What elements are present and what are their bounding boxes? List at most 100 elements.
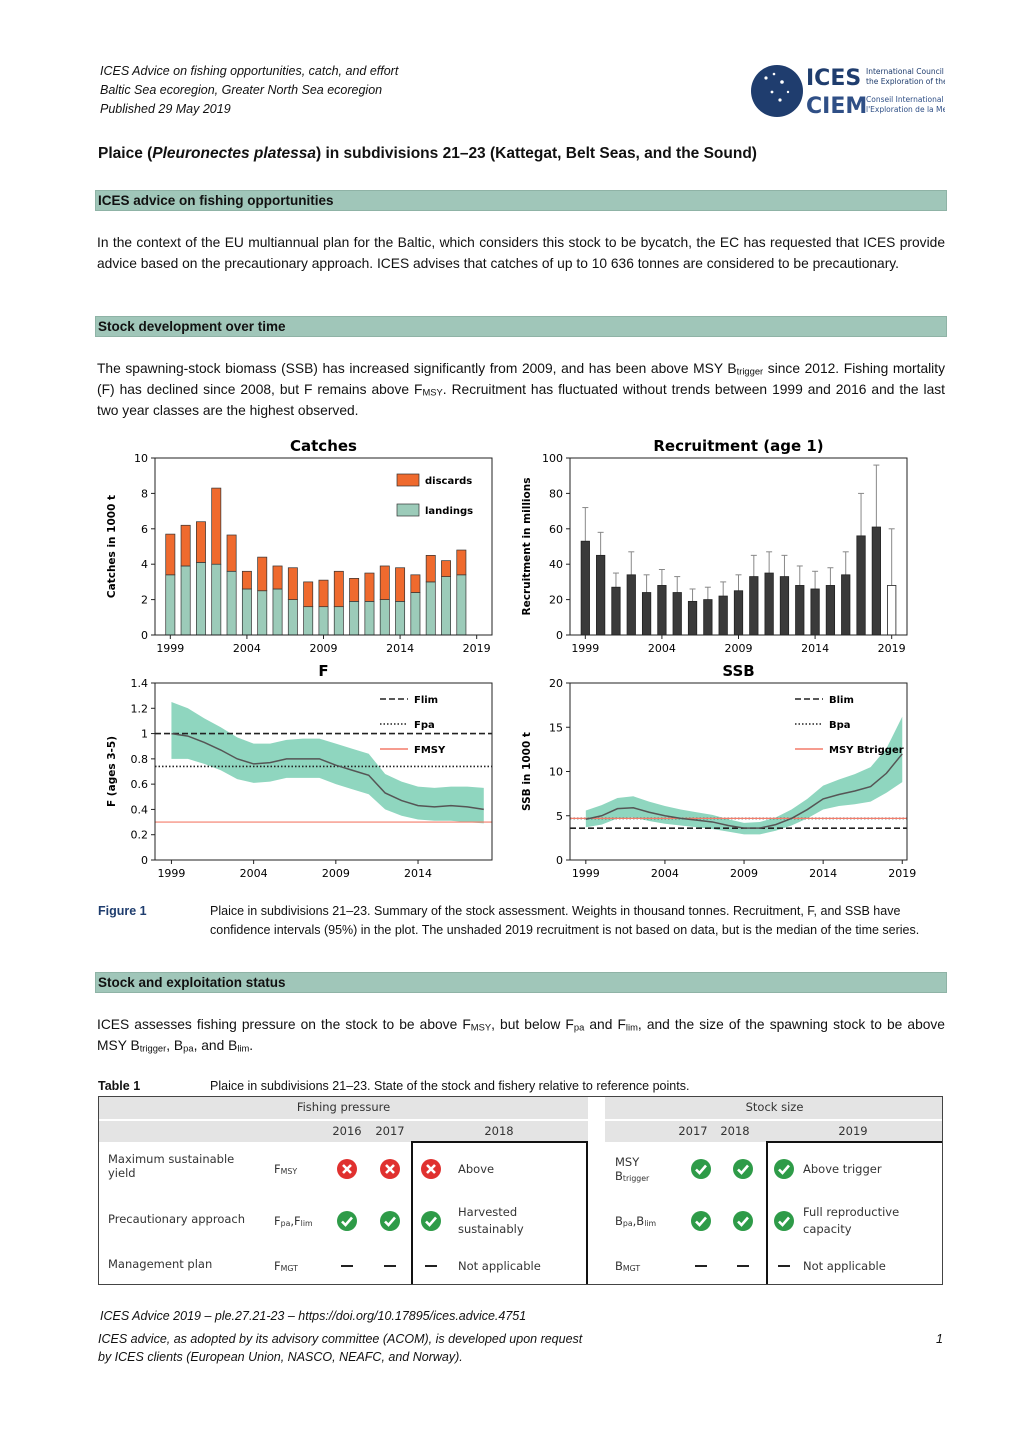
bar	[703, 599, 713, 636]
reference-text: Fpa,Flim	[274, 1214, 313, 1228]
x-tick-label: 2009	[730, 867, 758, 880]
bar-segment	[425, 554, 436, 583]
x-tick-label: 2009	[725, 642, 753, 655]
y-tick-label: 20	[549, 594, 563, 607]
bar-segment	[364, 572, 375, 602]
subscript: lim	[644, 1219, 657, 1229]
x-tick-label: 2009	[322, 867, 350, 880]
text-run: The spawning-stock biomass (SSB) has inc…	[97, 361, 737, 376]
bar-segment	[180, 565, 191, 636]
plot-frame	[154, 457, 493, 636]
bar	[810, 588, 820, 636]
y-tick-label: 1	[141, 728, 148, 741]
bar	[580, 540, 590, 636]
x-tick-label: 2004	[233, 642, 261, 655]
plot-frame	[569, 457, 908, 636]
bar-segment	[241, 588, 252, 636]
subscript: MSY	[422, 387, 443, 398]
status-icon	[341, 1265, 353, 1267]
bar-segment	[303, 581, 314, 608]
bar-segment	[226, 534, 237, 572]
text-run: ,F	[290, 1214, 301, 1228]
y-axis-label: Recruitment in millions	[521, 478, 533, 616]
bar-segment	[257, 556, 268, 592]
plot-frame	[154, 682, 493, 861]
y-tick-label: 100	[542, 452, 563, 465]
table-header-bg	[605, 1097, 942, 1119]
status-text: Full reproductive capacity	[803, 1205, 900, 1236]
status-icon	[337, 1211, 357, 1231]
bar-segment	[349, 601, 360, 636]
bar-segment	[379, 565, 390, 600]
reference-point: MSY Btrigger	[615, 1153, 660, 1185]
text-run: ,B	[632, 1214, 645, 1228]
plot-frame	[569, 682, 908, 861]
table-header-bg	[99, 1121, 588, 1142]
y-tick-label: 2	[141, 594, 148, 607]
bar-segment	[287, 599, 298, 636]
status-table: Fishing pressure 2016 2017 2018 Stock size 20…	[98, 1096, 943, 1285]
row-label: Precautionary approach	[108, 1212, 246, 1226]
figure-label: Figure 1	[98, 904, 147, 918]
bar-segment	[410, 574, 421, 593]
line	[171, 732, 484, 811]
section-heading: Stock and exploitation status	[95, 972, 947, 993]
y-tick-label: 0	[556, 629, 563, 642]
subscript: lim	[625, 1022, 638, 1033]
table-label: Table 1	[98, 1079, 141, 1093]
chart-title: Catches	[290, 437, 357, 455]
legend-label: Blim	[829, 695, 854, 706]
y-tick-label: 15	[549, 721, 563, 734]
table-box	[411, 1141, 588, 1284]
y-tick-label: 8	[141, 487, 148, 500]
x-tick-label: 2019	[878, 642, 906, 655]
bar	[825, 585, 836, 636]
status-icon	[778, 1265, 790, 1267]
bar-segment	[425, 581, 436, 636]
text-run: and F	[584, 1017, 626, 1032]
y-axis-label: Catches in 1000 t	[106, 495, 118, 598]
status-icon	[384, 1265, 396, 1267]
section-heading: Stock development over time	[95, 316, 947, 337]
year-header: 2019	[838, 1124, 868, 1138]
year-header: 2017	[375, 1124, 405, 1138]
bar-segment	[333, 606, 344, 636]
y-tick-label: 1.4	[131, 677, 149, 690]
y-tick-label: 5	[556, 810, 563, 823]
bar-segment	[196, 521, 206, 563]
text-run: F	[274, 1162, 281, 1176]
bar-segment	[241, 570, 252, 590]
header-line: Baltic Sea ecoregion, Greater North Sea …	[100, 83, 383, 97]
bar	[764, 572, 774, 636]
paragraph: ICES assesses fishing pressure on the st…	[97, 1014, 945, 1056]
bar-segment	[379, 599, 390, 636]
y-axis-label: SSB in 1000 t	[521, 732, 533, 811]
bar	[795, 585, 805, 636]
x-tick-label: 2004	[240, 867, 268, 880]
subscript: trigger	[736, 366, 764, 377]
reference-text: BMGT	[615, 1259, 640, 1273]
x-tick-label: 2014	[386, 642, 414, 655]
subscript: lim	[300, 1219, 313, 1229]
y-tick-label: 0.2	[131, 829, 149, 842]
status-icon	[691, 1159, 711, 1179]
table-caption: Plaice in subdivisions 21–23. State of t…	[210, 1079, 690, 1093]
bar-segment	[211, 487, 222, 565]
bar-segment	[303, 606, 314, 636]
bar-segment	[395, 601, 406, 636]
year-header: 2017	[678, 1124, 708, 1138]
subscript: pa	[622, 1219, 633, 1229]
legend-swatch	[396, 473, 420, 487]
status-icon	[733, 1211, 753, 1231]
text-run: MSY B	[615, 1155, 640, 1183]
bar-segment	[257, 590, 268, 636]
x-tick-label: 2009	[310, 642, 338, 655]
y-tick-label: 0.8	[131, 753, 149, 766]
text-run: ) in subdivisions 21–23 (Kattegat, Belt …	[315, 145, 757, 162]
group-header: Stock size	[745, 1100, 804, 1114]
y-tick-label: 20	[549, 677, 563, 690]
bar	[749, 576, 759, 636]
bar	[856, 535, 866, 636]
bar-segment	[287, 567, 298, 600]
